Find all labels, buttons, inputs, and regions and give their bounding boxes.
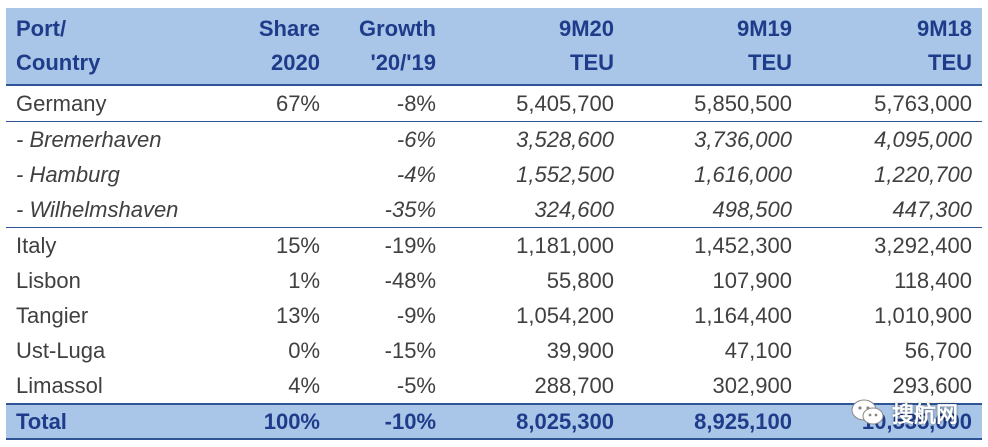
cell-growth: -48%	[384, 267, 436, 293]
cell-9m18: 293,600	[892, 372, 972, 398]
cell-port: - Hamburg	[16, 161, 120, 187]
header-9m19: 9M19	[736, 16, 792, 41]
cell-9m20: 1,181,000	[446, 227, 624, 263]
cell-9m18: 5,763,000	[874, 90, 972, 116]
table-row: - Hamburg -4% 1,552,500 1,616,000 1,220,…	[6, 157, 982, 192]
cell-share: 67%	[275, 90, 320, 116]
cell-9m18: 4,095,000	[802, 121, 982, 157]
table-row: Lisbon 1% -48% 55,800 107,900 118,400	[6, 263, 982, 298]
cell-share: 13%	[275, 302, 320, 328]
table-row: Tangier 13% -9% 1,054,200 1,164,400 1,01…	[6, 298, 982, 333]
cell-growth: -6%	[330, 121, 446, 157]
wechat-icon	[850, 398, 886, 428]
total-share: 100%	[228, 403, 330, 440]
cell-9m20: 288,700	[534, 372, 614, 398]
port-teu-table: Port/ Share Growth 9M20 9M19 9M18 Countr…	[6, 8, 982, 440]
table-row: Limassol 4% -5% 288,700 302,900 293,600	[6, 368, 982, 404]
total-9m20: 8,025,300	[446, 403, 624, 440]
cell-9m19: 498,500	[712, 196, 792, 222]
total-label: Total	[6, 403, 228, 440]
header-port: Port/	[16, 16, 67, 41]
cell-9m19: 3,736,000	[624, 121, 802, 157]
total-9m18: 10,535,000	[802, 403, 982, 440]
cell-port: Lisbon	[16, 267, 81, 293]
cell-9m19: 1,616,000	[694, 161, 792, 187]
header-growth-period: '20/'19	[330, 46, 446, 86]
cell-9m20: 39,900	[546, 337, 614, 363]
total-growth: -10%	[330, 403, 446, 440]
cell-port: - Wilhelmshaven	[16, 196, 179, 222]
cell-growth: -5%	[396, 372, 436, 398]
cell-9m19: 302,900	[712, 372, 792, 398]
watermark: 搜航网	[850, 397, 958, 429]
cell-9m18: 447,300	[892, 196, 972, 222]
cell-growth: -15%	[384, 337, 436, 363]
cell-9m20: 3,528,600	[446, 121, 624, 157]
cell-port: Germany	[16, 90, 107, 116]
header-country: Country	[6, 46, 228, 86]
header-9m18-unit: TEU	[802, 46, 982, 86]
cell-share	[228, 121, 330, 157]
cell-share: 15%	[228, 227, 330, 263]
cell-9m20: 1,552,500	[516, 161, 614, 187]
cell-share	[228, 192, 330, 228]
cell-growth: -8%	[396, 90, 436, 116]
cell-9m20: 1,054,200	[516, 302, 614, 328]
cell-9m19: 1,452,300	[624, 227, 802, 263]
cell-share: 4%	[288, 372, 320, 398]
table-row: - Wilhelmshaven -35% 324,600 498,500 447…	[6, 192, 982, 228]
total-9m19: 8,925,100	[624, 403, 802, 440]
cell-port: - Bremerhaven	[6, 121, 228, 157]
header-share: Share	[258, 16, 320, 41]
cell-9m18: 1,220,700	[874, 161, 972, 187]
table-row: Italy 15% -19% 1,181,000 1,452,300 3,292…	[6, 227, 982, 263]
header-9m20: 9M20	[558, 16, 614, 41]
table-row: Germany 67% -8% 5,405,700 5,850,500 5,76…	[6, 85, 982, 122]
total-row: Total 100% -10% 8,025,300 8,925,100 10,5…	[6, 403, 982, 440]
cell-9m20: 5,405,700	[516, 90, 614, 116]
cell-share	[228, 157, 330, 192]
header-growth: Growth	[359, 16, 436, 41]
header-9m18: 9M18	[916, 16, 972, 41]
table-row: Ust-Luga 0% -15% 39,900 47,100 56,700	[6, 333, 982, 368]
cell-9m19: 1,164,400	[694, 302, 792, 328]
cell-9m18: 3,292,400	[802, 227, 982, 263]
cell-growth: -19%	[330, 227, 446, 263]
cell-port: Tangier	[16, 302, 89, 328]
header-9m19-unit: TEU	[624, 46, 802, 86]
watermark-text: 搜航网	[891, 402, 958, 427]
table-header: Port/ Share Growth 9M20 9M19 9M18 Countr…	[6, 8, 982, 86]
cell-9m19: 47,100	[724, 337, 792, 363]
cell-port: Italy	[6, 227, 228, 263]
cell-9m20: 55,800	[546, 267, 614, 293]
table-row: - Bremerhaven -6% 3,528,600 3,736,000 4,…	[6, 121, 982, 157]
cell-share: 1%	[288, 267, 320, 293]
cell-growth: -35%	[384, 196, 436, 222]
header-row-2: Country 2020 '20/'19 TEU TEU TEU	[6, 46, 982, 86]
cell-growth: -4%	[396, 161, 436, 187]
cell-share: 0%	[288, 337, 320, 363]
cell-9m18: 56,700	[904, 337, 972, 363]
cell-port: Limassol	[16, 372, 103, 398]
header-share-year: 2020	[228, 46, 330, 86]
cell-9m18: 118,400	[894, 267, 972, 293]
header-9m20-unit: TEU	[446, 46, 624, 86]
cell-port: Ust-Luga	[16, 337, 106, 363]
cell-9m20: 324,600	[534, 196, 614, 222]
cell-9m19: 5,850,500	[694, 90, 792, 116]
cell-9m18: 1,010,900	[874, 302, 972, 328]
cell-growth: -9%	[396, 302, 436, 328]
cell-9m19: 107,900	[712, 267, 792, 293]
header-row-1: Port/ Share Growth 9M20 9M19 9M18	[6, 8, 982, 46]
